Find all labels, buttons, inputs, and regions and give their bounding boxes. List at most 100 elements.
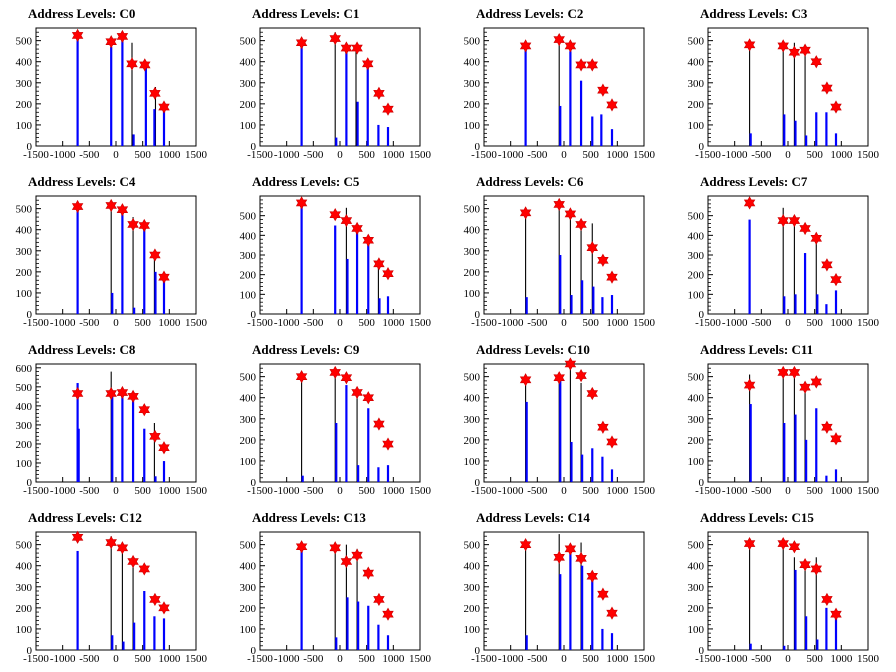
x-tick-label: 500 <box>806 653 823 665</box>
x-tick-label: -500 <box>751 485 772 497</box>
peak-star-marker <box>116 385 129 400</box>
x-tick-label: -1000 <box>274 653 300 665</box>
data-bar <box>783 423 786 482</box>
y-tick-label: 100 <box>464 624 481 636</box>
peak-star-marker <box>382 607 394 621</box>
peak-star-marker <box>71 530 84 544</box>
data-bar <box>76 38 79 146</box>
x-tick-label: -1000 <box>722 149 748 161</box>
data-bar <box>749 404 752 482</box>
x-tick-label: 1000 <box>830 653 853 665</box>
data-bar <box>111 635 114 650</box>
y-tick-label: 300 <box>464 78 481 90</box>
peak-star-marker <box>743 196 756 210</box>
x-tick-label: 1500 <box>633 149 656 161</box>
peak-star-marker <box>830 100 842 114</box>
peak-star-marker <box>519 39 532 53</box>
y-tick-label: 200 <box>464 435 481 447</box>
data-bar <box>825 304 828 314</box>
x-tick-label: 500 <box>582 485 599 497</box>
peak-star-marker <box>116 541 129 555</box>
peak-star-marker <box>329 541 341 555</box>
peak-star-marker <box>138 562 150 576</box>
x-tick-label: 0 <box>785 149 791 161</box>
data-bar <box>300 548 303 650</box>
y-tick-label: 400 <box>16 225 33 237</box>
peak-star-marker <box>71 386 84 401</box>
y-tick-label: 300 <box>688 582 705 594</box>
x-tick-label: 0 <box>561 149 567 161</box>
y-tick-label: 200 <box>240 603 257 615</box>
x-tick-label: 500 <box>582 653 599 665</box>
x-tick-label: 1500 <box>409 485 432 497</box>
x-tick-label: 500 <box>358 149 375 161</box>
data-bar <box>334 32 336 146</box>
peak-star-marker <box>553 371 565 385</box>
data-bar <box>162 108 166 146</box>
y-tick-label: 400 <box>16 57 33 69</box>
y-tick-label: 0 <box>475 141 481 153</box>
data-bar <box>386 296 390 314</box>
x-tick-label: -1000 <box>722 485 748 497</box>
peak-star-marker <box>116 203 129 217</box>
x-tick-label: -1500 <box>23 485 49 497</box>
data-bar <box>133 307 136 314</box>
y-tick-label: 400 <box>688 230 705 242</box>
y-tick-label: 200 <box>240 435 257 447</box>
data-bar <box>121 548 123 650</box>
y-tick-label: 300 <box>464 582 481 594</box>
plot-frame <box>35 363 197 483</box>
data-bar <box>825 475 828 482</box>
data-bar <box>805 135 808 146</box>
peak-star-marker <box>575 368 587 383</box>
peak-star-marker <box>158 100 170 114</box>
data-bar <box>581 280 584 314</box>
y-tick-label: 100 <box>688 120 705 132</box>
x-tick-label: 1000 <box>158 485 181 497</box>
data-bar <box>301 475 304 482</box>
chart-title: Address Levels: C9 <box>252 342 360 357</box>
peak-star-marker <box>340 554 353 569</box>
y-tick-label: 0 <box>27 141 33 153</box>
y-tick-label: 600 <box>16 363 33 375</box>
peak-star-marker <box>564 39 577 53</box>
data-bar <box>121 392 124 482</box>
y-tick-label: 200 <box>688 435 705 447</box>
x-tick-label: -1000 <box>274 149 300 161</box>
peak-star-marker <box>362 233 374 247</box>
y-tick-label: 300 <box>240 414 257 426</box>
data-bar <box>143 591 146 650</box>
x-tick-label: -1000 <box>50 317 76 329</box>
y-tick-label: 100 <box>240 624 257 636</box>
y-tick-label: 300 <box>16 420 33 432</box>
data-bar <box>591 116 594 146</box>
peak-star-marker <box>382 102 394 116</box>
x-tick-label: 500 <box>806 149 823 161</box>
x-tick-label: -500 <box>303 149 324 161</box>
data-bar <box>76 550 79 650</box>
y-tick-label: 200 <box>240 270 257 282</box>
peak-star-marker <box>351 385 363 400</box>
data-bar <box>378 298 381 314</box>
data-bar <box>804 382 806 482</box>
peak-star-marker <box>788 45 801 59</box>
x-tick-label: 1000 <box>830 317 853 329</box>
data-bar <box>154 476 157 482</box>
y-tick-label: 500 <box>16 36 33 48</box>
x-tick-label: 0 <box>785 653 791 665</box>
data-bar <box>335 137 338 146</box>
peak-star-marker <box>362 57 374 71</box>
data-bar <box>581 454 584 482</box>
x-tick-label: 1500 <box>857 485 880 497</box>
y-tick-label: 100 <box>16 120 33 132</box>
data-bar <box>111 292 114 314</box>
data-bar <box>525 214 527 314</box>
data-bar <box>162 618 166 650</box>
y-tick-label: 400 <box>464 57 481 69</box>
peak-star-marker <box>830 272 842 287</box>
data-bar <box>601 456 604 482</box>
data-bar <box>581 565 584 650</box>
data-bar <box>783 114 786 146</box>
y-tick-label: 300 <box>464 246 481 258</box>
x-tick-label: 1000 <box>158 149 181 161</box>
